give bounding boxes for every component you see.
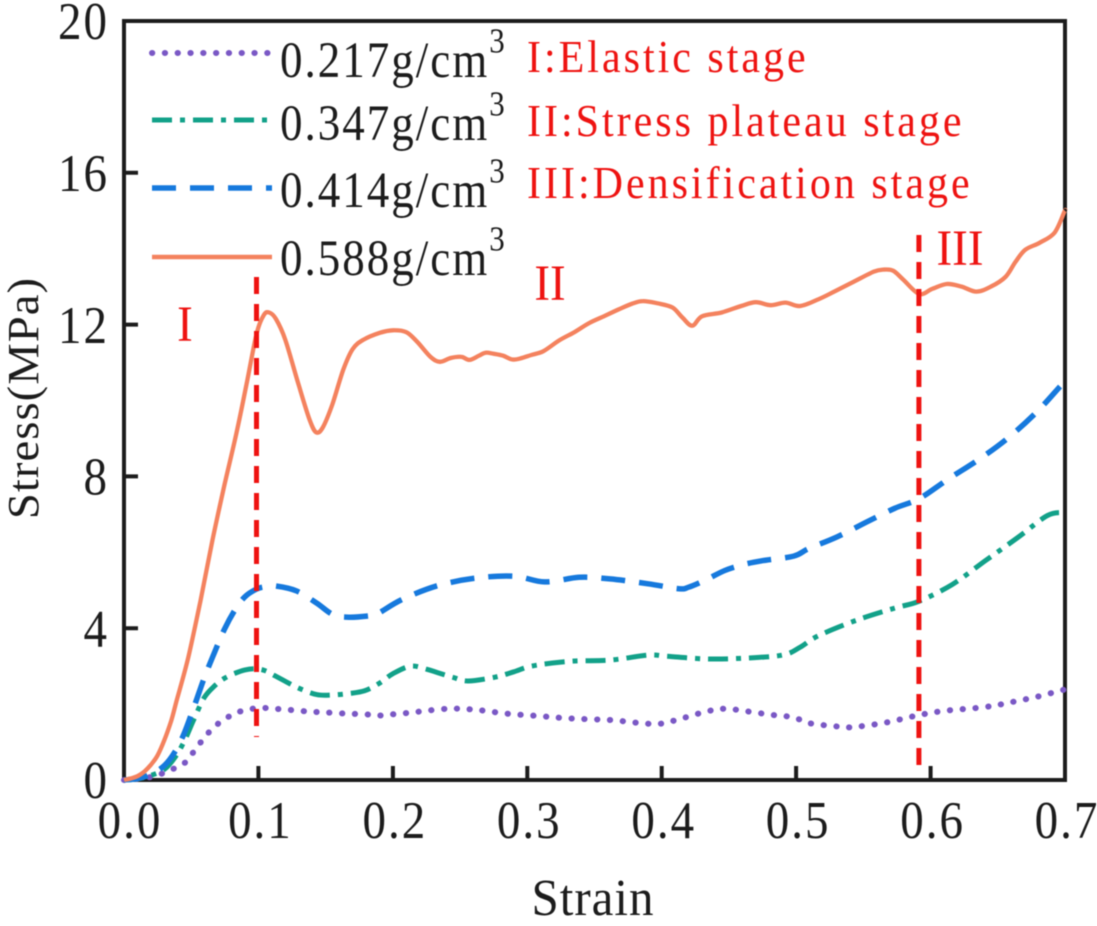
svg-text:I: I xyxy=(177,295,193,352)
svg-text:0.2: 0.2 xyxy=(362,792,427,850)
svg-text:12: 12 xyxy=(58,296,109,354)
svg-text:0.1: 0.1 xyxy=(228,792,293,850)
svg-text:8: 8 xyxy=(84,448,109,506)
svg-text:0.5: 0.5 xyxy=(766,792,831,850)
svg-text:0.414g/cm3: 0.414g/cm3 xyxy=(280,153,507,219)
svg-text:Stress(MPa): Stress(MPa) xyxy=(0,277,48,519)
svg-text:0.0: 0.0 xyxy=(98,792,163,850)
svg-text:0.588g/cm3: 0.588g/cm3 xyxy=(280,221,507,287)
svg-text:0: 0 xyxy=(84,752,109,810)
svg-text:0.3: 0.3 xyxy=(497,792,562,850)
svg-text:0.7: 0.7 xyxy=(1035,792,1097,850)
svg-text:0.217g/cm3: 0.217g/cm3 xyxy=(280,23,507,89)
svg-text:II:Stress plateau stage: II:Stress plateau stage xyxy=(527,97,964,147)
svg-text:0.347g/cm3: 0.347g/cm3 xyxy=(280,86,507,152)
svg-text:Strain: Strain xyxy=(531,869,654,921)
svg-text:0.6: 0.6 xyxy=(900,792,965,850)
svg-text:III: III xyxy=(937,219,984,276)
svg-text:III:Densification stage: III:Densification stage xyxy=(527,159,973,209)
svg-text:20: 20 xyxy=(58,0,109,51)
svg-text:16: 16 xyxy=(58,145,109,203)
svg-text:0.4: 0.4 xyxy=(631,792,696,850)
svg-text:4: 4 xyxy=(84,600,109,658)
svg-text:I:Elastic stage: I:Elastic stage xyxy=(527,33,809,83)
svg-text:II: II xyxy=(534,254,565,311)
